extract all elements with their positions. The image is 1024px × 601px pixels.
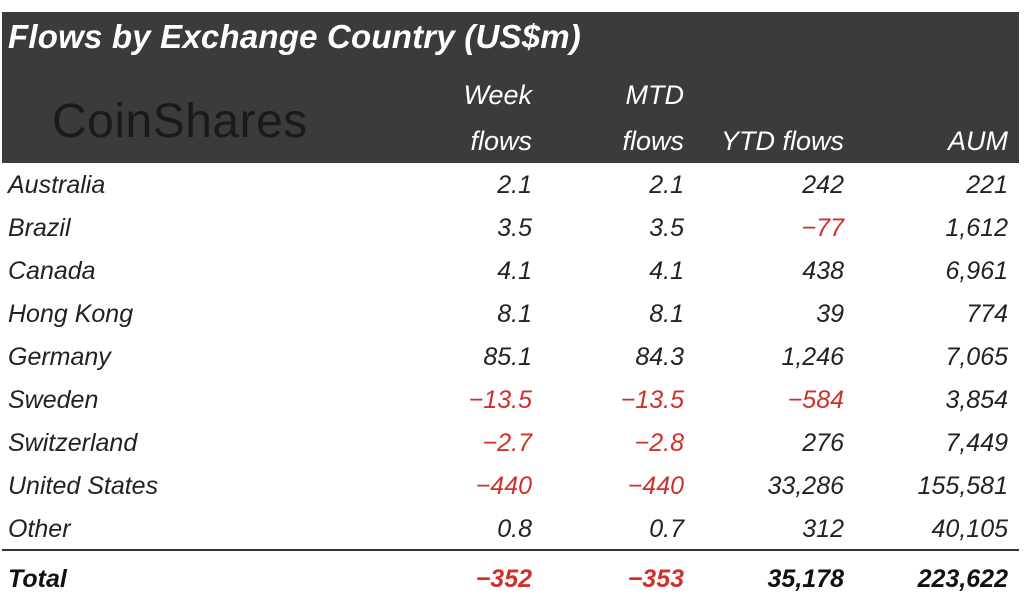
header-col-line1: MTD <box>625 80 684 110</box>
value-cell: 7,065 <box>945 343 1008 371</box>
value-cell: −584 <box>787 386 844 414</box>
value-cell: −13.5 <box>620 386 684 414</box>
total-row: Total −352 −353 35,178 223,622 <box>2 558 1019 601</box>
flows-table: Flows by Exchange Country (US$m) CoinSha… <box>2 12 1019 593</box>
value-cell: 7,449 <box>945 429 1008 457</box>
table-row: Australia 2.1 2.1 242 221 <box>2 164 1019 207</box>
table-header: Flows by Exchange Country (US$m) CoinSha… <box>2 12 1019 163</box>
value-cell: 221 <box>966 171 1008 199</box>
total-divider <box>2 549 1019 551</box>
value-cell: 0.8 <box>497 515 532 543</box>
header-col-line2: flows <box>470 126 532 156</box>
value-cell: 35,178 <box>767 565 844 593</box>
value-cell: 3.5 <box>497 214 532 242</box>
table-row: Other 0.8 0.7 312 40,105 <box>2 508 1019 551</box>
value-cell: −2.8 <box>634 429 684 457</box>
value-cell: 2.1 <box>649 171 684 199</box>
value-cell: 85.1 <box>483 343 532 371</box>
value-cell: −2.7 <box>482 429 532 457</box>
header-col-line2: flows <box>622 126 684 156</box>
value-cell: 0.7 <box>649 515 684 543</box>
country-name: Total <box>8 565 67 593</box>
value-cell: 312 <box>802 515 844 543</box>
table-title: Flows by Exchange Country (US$m) <box>8 18 581 55</box>
value-cell: 33,286 <box>767 472 844 500</box>
value-cell: 774 <box>966 300 1008 328</box>
value-cell: 40,105 <box>931 515 1008 543</box>
header-col-line1: Week <box>463 80 532 110</box>
value-cell: −440 <box>627 472 684 500</box>
country-name: Australia <box>8 171 106 199</box>
value-cell: 276 <box>802 429 844 457</box>
country-name: Hong Kong <box>8 300 134 328</box>
country-name: Canada <box>8 257 96 285</box>
value-cell: 84.3 <box>635 343 684 371</box>
value-cell: 4.1 <box>649 257 684 285</box>
value-cell: 6,961 <box>945 257 1008 285</box>
table-row: Canada 4.1 4.1 438 6,961 <box>2 250 1019 293</box>
value-cell: 155,581 <box>917 472 1008 500</box>
country-name: Brazil <box>8 214 71 242</box>
value-cell: −440 <box>475 472 532 500</box>
country-name: Germany <box>8 343 111 371</box>
country-name: Sweden <box>8 386 99 414</box>
value-cell: 2.1 <box>497 171 532 199</box>
table-row: Brazil 3.5 3.5 −77 1,612 <box>2 207 1019 250</box>
value-cell: 3,854 <box>945 386 1008 414</box>
value-cell: 242 <box>802 171 844 199</box>
value-cell: 8.1 <box>649 300 684 328</box>
header-col-line2: AUM <box>948 126 1008 156</box>
country-name: Other <box>8 515 71 543</box>
value-cell: −352 <box>475 565 532 593</box>
value-cell: 8.1 <box>497 300 532 328</box>
coinshares-logo: CoinShares <box>52 95 308 148</box>
value-cell: −13.5 <box>468 386 532 414</box>
value-cell: 438 <box>802 257 844 285</box>
table-row: United States −440 −440 33,286 155,581 <box>2 465 1019 508</box>
table-row: Sweden −13.5 −13.5 −584 3,854 <box>2 379 1019 422</box>
value-cell: 3.5 <box>649 214 684 242</box>
table-row: Hong Kong 8.1 8.1 39 774 <box>2 293 1019 336</box>
value-cell: 39 <box>816 300 844 328</box>
value-cell: 1,246 <box>781 343 844 371</box>
table-row: Switzerland −2.7 −2.8 276 7,449 <box>2 422 1019 465</box>
table-row: Germany 85.1 84.3 1,246 7,065 <box>2 336 1019 379</box>
value-cell: −77 <box>801 214 844 242</box>
country-name: Switzerland <box>8 429 138 457</box>
value-cell: 4.1 <box>497 257 532 285</box>
value-cell: −353 <box>627 565 684 593</box>
value-cell: 223,622 <box>917 565 1008 593</box>
header-col-line2: YTD flows <box>720 126 844 156</box>
country-name: United States <box>8 472 159 500</box>
value-cell: 1,612 <box>945 214 1008 242</box>
